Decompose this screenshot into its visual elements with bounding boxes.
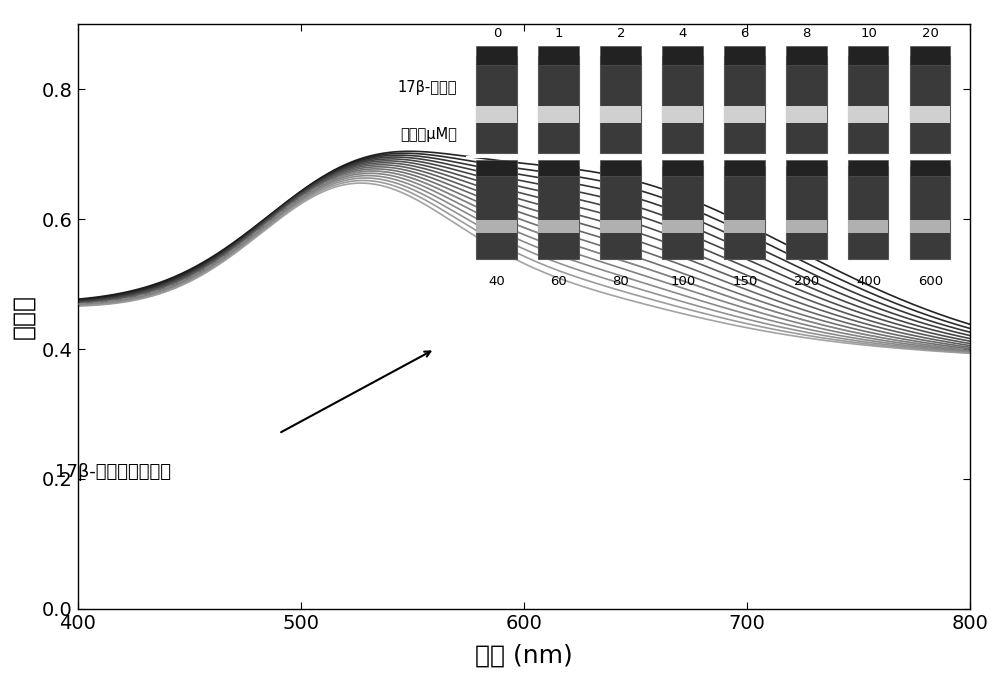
X-axis label: 波长 (nm): 波长 (nm) xyxy=(475,644,573,668)
Text: 17β-雌二醇浓度增加: 17β-雌二醇浓度增加 xyxy=(55,464,171,481)
Text: 17β-雌二醇: 17β-雌二醇 xyxy=(398,80,457,96)
Y-axis label: 吸光度: 吸光度 xyxy=(11,294,35,339)
Text: 浓度（μM）: 浓度（μM） xyxy=(400,126,457,142)
